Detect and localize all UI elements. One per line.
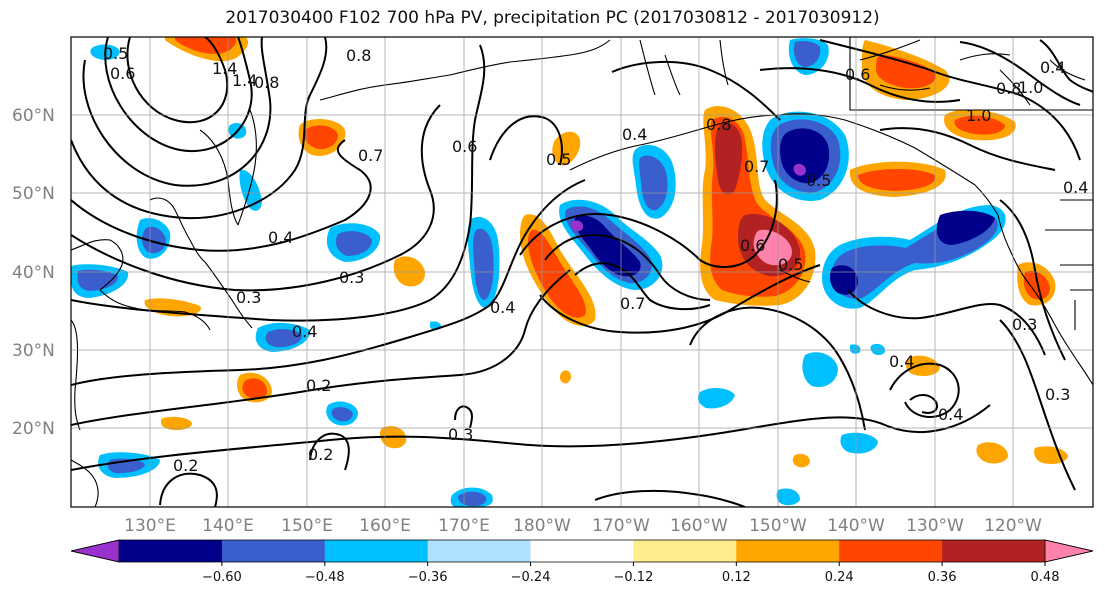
lat-label: 20°N bbox=[12, 419, 55, 439]
lon-label: 160°E bbox=[359, 516, 411, 536]
contour-label: 1.0 bbox=[966, 106, 991, 125]
contour-label: 1.4 bbox=[212, 59, 237, 78]
contour-label: 0.8 bbox=[254, 73, 279, 92]
contour-label: 0.2 bbox=[173, 456, 198, 475]
lat-label: 40°N bbox=[12, 263, 55, 283]
contour-label: 0.7 bbox=[358, 146, 383, 165]
contour-labels: 0.5 0.6 1.4 0.8 0.8 1.4 0.6 0.7 0.5 0.4 … bbox=[103, 44, 1088, 475]
colorbar-segment bbox=[633, 540, 737, 562]
contour-label: 0.3 bbox=[448, 425, 473, 444]
lon-label: 180°W bbox=[513, 516, 571, 536]
colorbar-tick-label: −0.12 bbox=[614, 570, 654, 585]
contour-label: 0.2 bbox=[308, 445, 333, 464]
map-title: 2017030400 F102 700 hPa PV, precipitatio… bbox=[225, 8, 880, 28]
contour-label: 0.4 bbox=[292, 322, 317, 341]
colorbar-tick-label: −0.24 bbox=[511, 570, 551, 585]
lat-label: 60°N bbox=[12, 106, 55, 126]
contour-label: 1.4 bbox=[232, 71, 257, 90]
lon-label: 170°E bbox=[438, 516, 490, 536]
contour-label: 0.2 bbox=[306, 376, 331, 395]
colorbar-outline bbox=[70, 539, 1094, 563]
colorbar-segment bbox=[530, 540, 634, 562]
colorbar-segment bbox=[736, 540, 840, 562]
contour-label: 0.6 bbox=[845, 65, 870, 84]
contour-label: 0.5 bbox=[806, 171, 831, 190]
colorbar: −0.60 −0.48 −0.36 −0.24 −0.12 0.12 0.24 0.36 0.4… bbox=[70, 539, 1094, 585]
graticule bbox=[71, 37, 1093, 507]
contour-label: 0.8 bbox=[346, 46, 371, 65]
lon-label: 140°W bbox=[827, 516, 885, 536]
contour-label: 0.3 bbox=[236, 288, 261, 307]
contour-label: 0.4 bbox=[622, 125, 647, 144]
contour-label: 0.6 bbox=[740, 236, 765, 255]
colorbar-tick-label: 0.48 bbox=[1031, 570, 1060, 585]
contour-label: 1.0 bbox=[1018, 78, 1043, 97]
colorbar-tick-label: −0.36 bbox=[408, 570, 448, 585]
contour-label: 0.5 bbox=[778, 255, 803, 274]
pv-contours bbox=[71, 37, 1093, 507]
colorbar-tick-label: 0.24 bbox=[825, 570, 854, 585]
lon-label: 160°W bbox=[670, 516, 728, 536]
colorbar-segment bbox=[119, 540, 223, 562]
lat-axis: 60°N 50°N 40°N 30°N 20°N bbox=[12, 106, 55, 439]
colorbar-tick-label: −0.60 bbox=[202, 570, 242, 585]
contour-label: 0.7 bbox=[744, 157, 769, 176]
colorbar-extend-high bbox=[1044, 539, 1094, 563]
colorbar-segment bbox=[942, 540, 1046, 562]
contour-label: 0.3 bbox=[1012, 315, 1037, 334]
lon-label: 150°E bbox=[281, 516, 333, 536]
contour-label: 0.6 bbox=[452, 137, 477, 156]
colorbar-segment bbox=[324, 540, 429, 562]
contour-label: 0.6 bbox=[110, 64, 135, 83]
lon-label: 170°W bbox=[592, 516, 650, 536]
contour-label: 0.4 bbox=[490, 298, 515, 317]
lon-label: 130°W bbox=[906, 516, 964, 536]
lon-label: 120°W bbox=[984, 516, 1042, 536]
colorbar-tick-label: 0.36 bbox=[928, 570, 957, 585]
map-panel: 0.5 0.6 1.4 0.8 0.8 1.4 0.6 0.7 0.5 0.4 … bbox=[71, 37, 1093, 507]
contour-label: 0.7 bbox=[620, 294, 645, 313]
contour-label: 0.4 bbox=[938, 405, 963, 424]
lon-label: 140°E bbox=[202, 516, 254, 536]
lon-axis: 130°E 140°E 150°E 160°E 170°E 180°W 170°… bbox=[124, 516, 1042, 536]
colorbar-segment bbox=[221, 540, 326, 562]
contour-label: 0.5 bbox=[546, 150, 571, 169]
colorbar-segment bbox=[427, 540, 532, 562]
contour-label: 0.3 bbox=[339, 268, 364, 287]
colorbar-extend-low bbox=[70, 539, 120, 563]
contour-label: 0.4 bbox=[1040, 58, 1065, 77]
contour-label: 0.3 bbox=[1045, 385, 1070, 404]
colorbar-tick-label: 0.12 bbox=[722, 570, 751, 585]
lon-label: 130°E bbox=[124, 516, 176, 536]
lon-label: 150°W bbox=[749, 516, 807, 536]
lat-label: 50°N bbox=[12, 184, 55, 204]
map-border bbox=[70, 36, 1094, 508]
contour-label: 0.8 bbox=[706, 115, 731, 134]
contour-label: 0.4 bbox=[889, 352, 914, 371]
colorbar-tick-label: −0.48 bbox=[305, 570, 345, 585]
contour-label: 0.4 bbox=[268, 228, 293, 247]
contour-label: 0.4 bbox=[1063, 178, 1088, 197]
contour-label: 0.8 bbox=[996, 79, 1021, 98]
colorbar-segment bbox=[839, 540, 943, 562]
lat-label: 30°N bbox=[12, 341, 55, 361]
contour-label: 0.5 bbox=[103, 44, 128, 63]
